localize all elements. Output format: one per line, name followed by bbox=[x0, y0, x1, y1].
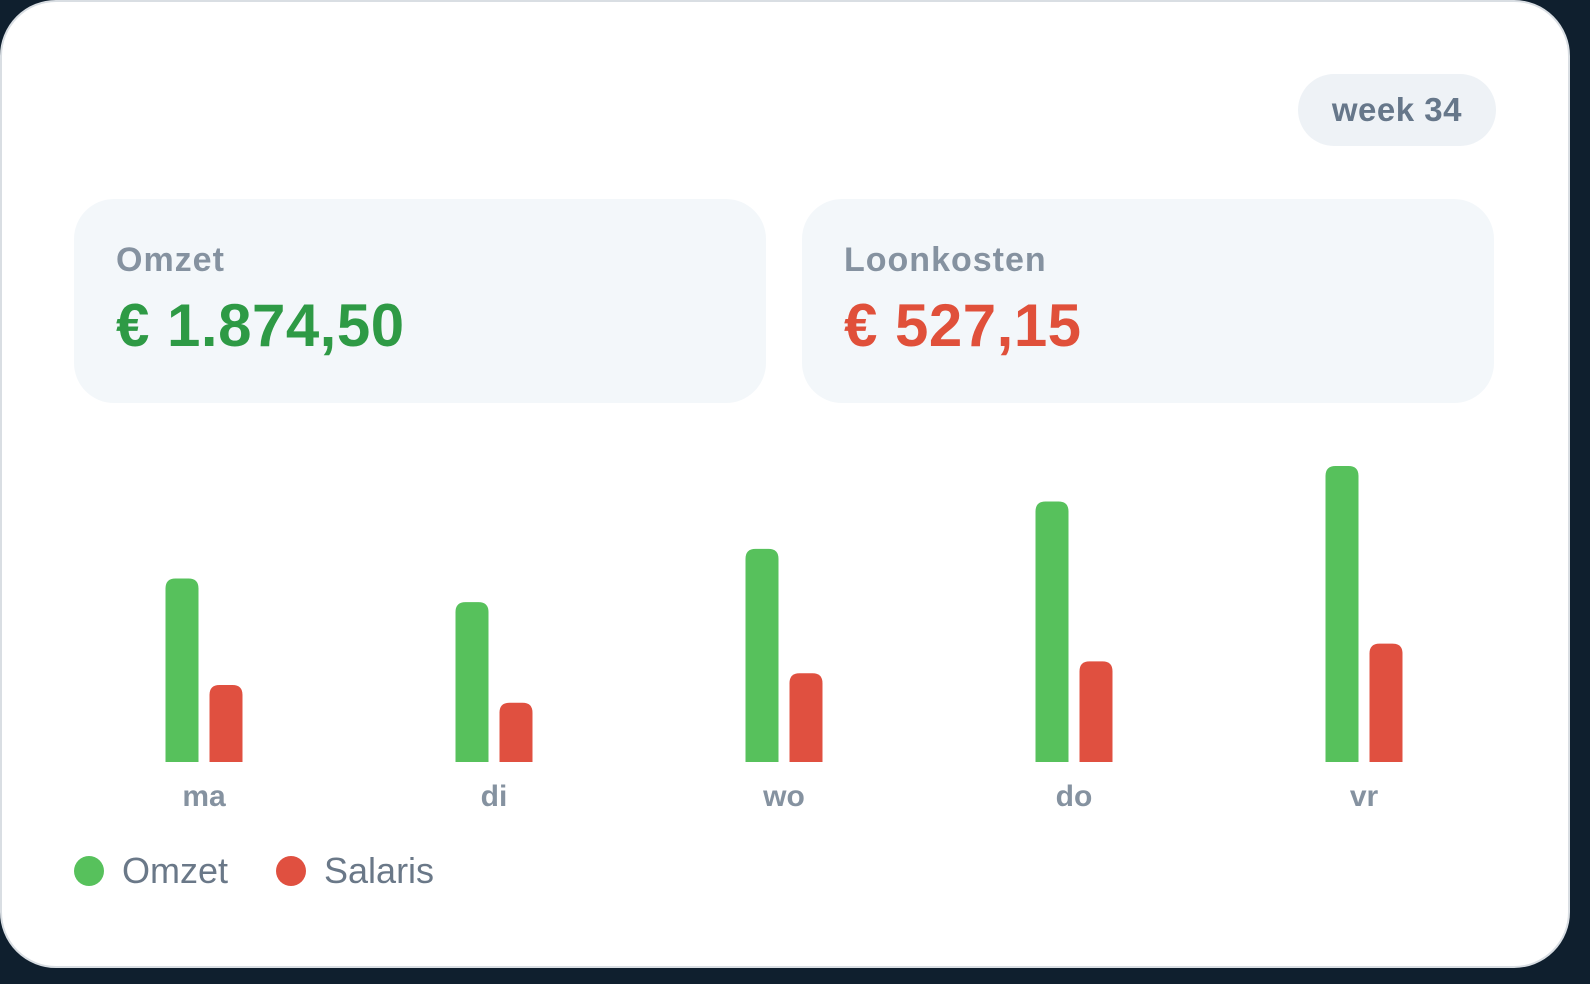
x-tick-label-ma: ma bbox=[182, 780, 226, 813]
revenue-bar-di bbox=[455, 602, 489, 762]
salary-bar-ma bbox=[209, 685, 243, 762]
x-tick-label-wo: wo bbox=[762, 780, 805, 813]
revenue-label: Omzet bbox=[116, 241, 225, 279]
chart-legend: Omzet Salaris bbox=[74, 850, 482, 892]
labor-cost-stat-card: Loonkosten € 527,15 bbox=[802, 199, 1494, 403]
labor-cost-label: Loonkosten bbox=[844, 241, 1047, 279]
salary-bar-vr bbox=[1369, 643, 1403, 762]
revenue-bar-wo bbox=[745, 548, 779, 762]
daily-bar-chart: ma di wo do vr bbox=[165, 466, 1403, 813]
x-tick-label-do: do bbox=[1056, 780, 1093, 813]
labor-cost-value: € 527,15 bbox=[844, 292, 1082, 359]
weekly-overview-card: week 34 Omzet € 1.874,50 Loonkosten € 52… bbox=[0, 0, 1570, 968]
legend-item-salary: Salaris bbox=[276, 850, 434, 892]
salary-bar-di bbox=[499, 702, 533, 762]
revenue-stat-card: Omzet € 1.874,50 bbox=[74, 199, 766, 403]
revenue-value: € 1.874,50 bbox=[116, 292, 405, 359]
x-tick-label-vr: vr bbox=[1350, 780, 1379, 813]
revenue-legend-dot-icon bbox=[74, 856, 104, 886]
salary-legend-dot-icon bbox=[276, 856, 307, 886]
salary-bar-do bbox=[1079, 661, 1113, 762]
revenue-bar-ma bbox=[165, 578, 199, 762]
revenue-bar-do bbox=[1035, 501, 1069, 762]
x-tick-label-di: di bbox=[481, 780, 508, 813]
salary-bar-wo bbox=[789, 673, 823, 762]
legend-item-revenue: Omzet bbox=[74, 850, 228, 892]
revenue-bar-vr bbox=[1325, 466, 1359, 762]
week-badge[interactable]: week 34 bbox=[1297, 74, 1496, 146]
legend-label-salary: Salaris bbox=[324, 850, 435, 891]
legend-label-revenue: Omzet bbox=[122, 850, 229, 891]
